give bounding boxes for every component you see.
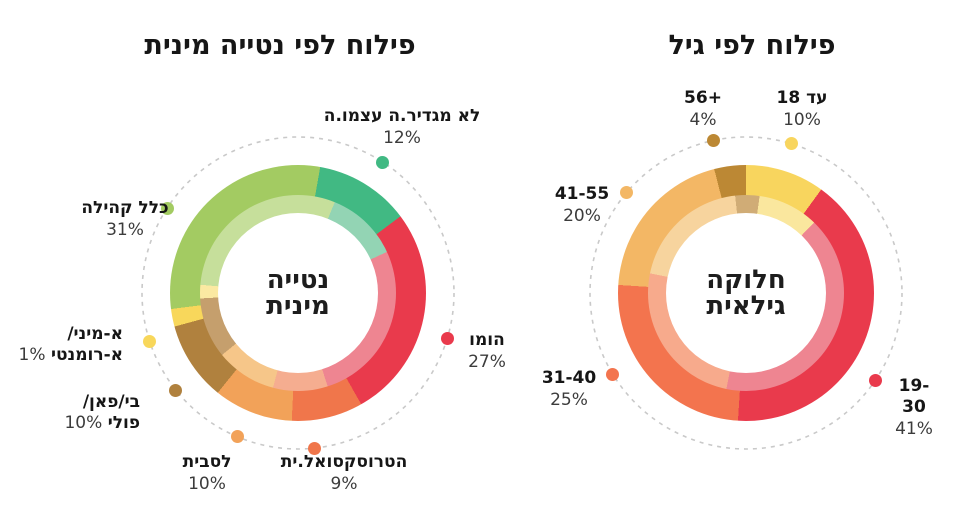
slice-name: בי/פאן/ פולי (82, 392, 140, 433)
label-19-30: 19-30 41% (887, 376, 941, 440)
label-31-40: 31-40 25% (542, 368, 596, 411)
slice-marker-dot (868, 373, 882, 387)
slice-percent: 41% (895, 419, 933, 439)
label-heterosexual: הטרוסקסואל.ית 9% (281, 452, 408, 495)
label-41-55: 41-55 20% (555, 184, 609, 227)
slice-marker-dot (440, 332, 454, 346)
slice-marker-dot (169, 383, 183, 397)
slice-percent: 4% (689, 110, 717, 130)
slice-name: א-מיני/ א-רומנטי (50, 324, 123, 365)
label-56-plus: +56 4% (684, 88, 722, 131)
slice-percent: 10% (64, 413, 103, 433)
slice-name: 31-40 (541, 368, 597, 388)
label-whole-community: כלל קהילה 31% (81, 198, 168, 241)
left-chart-title: פילוח לפי נטייה מינית (144, 30, 416, 61)
slice-name: עד 18 (776, 88, 828, 108)
slice-marker-dot (707, 133, 721, 147)
slice-percent: 10% (188, 474, 226, 494)
age-donut-chart: חלוקה גילאית (586, 133, 906, 453)
donut-center-label: חלוקה גילאית (706, 265, 786, 321)
orientation-donut-chart: נטייה מינית (138, 133, 458, 455)
slice-marker-dot (785, 137, 799, 151)
slice-marker-dot (230, 430, 244, 444)
slice-percent: 9% (330, 474, 358, 494)
slice-marker-dot (160, 201, 174, 215)
slice-name: 41-55 (554, 184, 610, 204)
slice-percent: 25% (550, 390, 588, 410)
slice-percent: 1% (18, 345, 46, 365)
label-homo: הומו 27% (468, 330, 506, 373)
label-not-defining: לא מגדיר.ה עצמו.ה 12% (324, 106, 480, 149)
slice-marker-dot (376, 155, 390, 169)
dashed-guide-circle (141, 136, 455, 450)
donut-hole: נטייה מינית (218, 213, 378, 373)
slice-percent: 27% (468, 352, 506, 372)
slice-marker-dot (619, 186, 633, 200)
slice-marker-dot (606, 368, 620, 381)
label-asexual-aromantic: א-מיני/ א-רומנטי 1% (19, 324, 123, 366)
dashed-guide-circle (589, 136, 903, 450)
donut-hole: חלוקה גילאית (666, 213, 826, 373)
slice-percent: 10% (783, 110, 821, 130)
slice-percent: 20% (563, 206, 601, 226)
slice-percent: 12% (383, 128, 421, 148)
label-bi-pan-poly: בי/פאן/ פולי 10% (64, 392, 140, 434)
slice-name: הומו (469, 330, 505, 350)
slice-name: לא מגדיר.ה עצמו.ה (323, 106, 481, 126)
donut-center-label: נטייה מינית (266, 265, 330, 321)
slice-name: לסבית (182, 452, 232, 472)
slice-name: הטרוסקסואל.ית (280, 452, 408, 472)
right-chart-title: פילוח לפי גיל (668, 30, 836, 61)
slice-marker-dot (307, 441, 321, 455)
slice-marker-dot (143, 334, 157, 348)
slice-name: כלל קהילה (81, 198, 169, 218)
slice-name: +56 (684, 88, 722, 108)
label-lesbian: לסבית 10% (183, 452, 232, 495)
slice-name: 19-30 (898, 376, 930, 417)
slice-percent: 31% (106, 220, 144, 240)
label-under-18: עד 18 10% (777, 88, 828, 131)
